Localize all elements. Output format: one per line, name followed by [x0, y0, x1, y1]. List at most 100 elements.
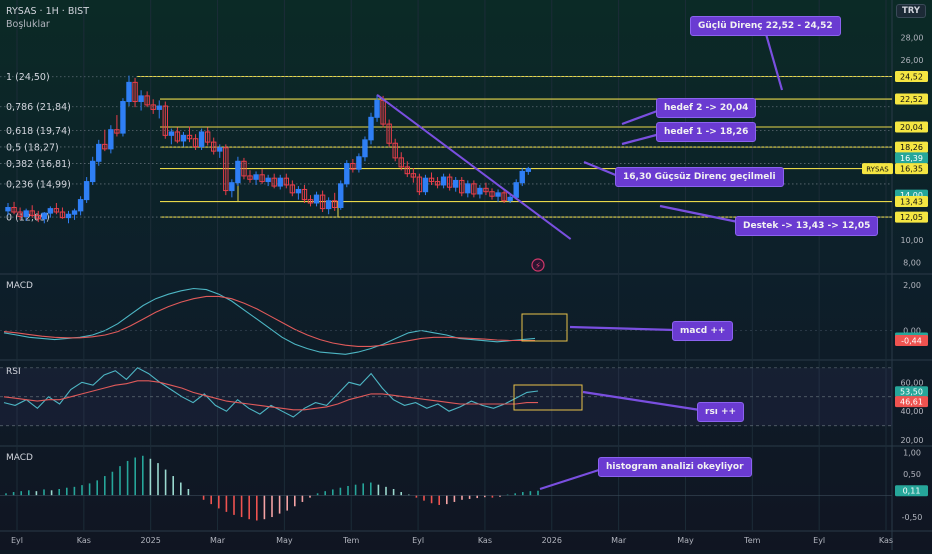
annotation-target-1: hedef 1 -> 18,26 [656, 122, 757, 142]
candle-body [422, 177, 429, 193]
candle [471, 180, 477, 198]
candle [247, 170, 253, 183]
time-label: Eyl [813, 536, 825, 545]
chart-header: RYSAS · 1H · BIST Boşluklar [6, 5, 89, 31]
time-label: Eyl [412, 536, 424, 545]
candle [59, 207, 66, 219]
candle-body [77, 199, 84, 212]
candle [96, 139, 102, 166]
candle [102, 129, 108, 152]
time-label: Eyl [11, 536, 23, 545]
annotation-arrow [583, 160, 619, 178]
candle [325, 197, 332, 215]
price-tick-label: 10,00 [901, 236, 924, 245]
candle-body [150, 104, 156, 110]
candle-body [235, 160, 241, 184]
candle-body [319, 194, 326, 210]
time-axis[interactable]: Eyl Kas 2025 Mar May Tem Eyl Kas 2026 Mar May Tem Ey… [11, 536, 893, 545]
price-tag-label: 14,00 [900, 191, 923, 200]
event-marker-glyph: ⚡ [535, 262, 541, 272]
candle [126, 75, 132, 107]
time-label: Kas [77, 536, 91, 545]
candle [23, 208, 29, 222]
candle-body [398, 157, 404, 168]
candle [313, 191, 320, 207]
histogram-pane[interactable]: MACD [0, 453, 892, 521]
price-tag [895, 93, 928, 105]
price-tag [895, 71, 928, 83]
annotation-arrow [621, 132, 661, 146]
annotation-arrows [539, 33, 784, 491]
candle [83, 177, 90, 203]
candle-body [71, 210, 78, 215]
candle [295, 186, 302, 200]
time-label: Tem [342, 536, 359, 545]
candle-body [350, 163, 356, 170]
annotation-rsi: rsı ++ [697, 402, 745, 422]
candle [386, 119, 392, 147]
candle [446, 173, 453, 191]
price-tag [895, 211, 928, 223]
candle-body [477, 187, 483, 195]
price-tag [895, 121, 928, 133]
macd-series-1 [3, 295, 535, 347]
candle [392, 138, 398, 162]
candle-body [168, 131, 175, 136]
candle [217, 144, 223, 158]
candle [186, 126, 193, 143]
currency-badge[interactable]: TRY [895, 4, 926, 18]
price-pane[interactable]: 1 (24,50) 0,786 (21,84) 0,618 (19,74) 0,5 (… [0, 72, 892, 272]
indicator-label[interactable]: Boşluklar [6, 19, 50, 30]
rsi-pane[interactable]: RSI [0, 367, 892, 427]
candle [53, 202, 60, 215]
candle-body [162, 105, 169, 136]
fib-level-label: 1 (24,50) [6, 72, 50, 83]
candle [65, 210, 72, 224]
macd-value-tag [895, 334, 928, 346]
candle-body [83, 181, 90, 201]
candle [483, 182, 489, 196]
candle [465, 180, 471, 198]
annotation-target-2: hedef 2 -> 20,04 [656, 98, 757, 118]
candle [453, 177, 459, 192]
annotation-support: Destek -> 13,43 -> 12,05 [735, 216, 879, 236]
candle-body [416, 176, 423, 193]
candle [368, 112, 374, 145]
candle [174, 127, 181, 144]
candle-body [356, 156, 362, 170]
candle [507, 195, 513, 203]
time-label: Kas [879, 536, 893, 545]
symbol-tag-label: RYSAS [866, 166, 889, 174]
candle [398, 152, 404, 171]
symbol-tag [862, 163, 893, 175]
candle [120, 98, 126, 137]
candle [501, 190, 507, 203]
candle-body [313, 194, 320, 204]
time-label: 2025 [141, 536, 161, 545]
fib-level-label: 0,382 (16,81) [6, 159, 71, 170]
candle [338, 180, 344, 210]
candle-body [53, 208, 60, 213]
candle-body [277, 177, 283, 187]
histogram-tick-label: -0,50 [902, 513, 923, 522]
macd-pane[interactable]: MACD [0, 281, 892, 355]
annotation-arrow [569, 325, 675, 332]
candle-body [325, 200, 332, 210]
candle [440, 173, 447, 189]
candle [271, 173, 277, 189]
candle-body [192, 138, 199, 148]
candle-body [289, 184, 296, 194]
symbol-title[interactable]: RYSAS · 1H · BIST [6, 6, 89, 17]
candle-body [338, 183, 344, 208]
candle [211, 137, 217, 155]
candle [138, 90, 144, 111]
candle-body [5, 206, 11, 212]
candle-body [90, 160, 96, 183]
price-axis[interactable]: 28,00 26,00 10,00 8,00 24,52 22,52 20,04 18,26 1… [862, 33, 928, 522]
candle [404, 161, 411, 178]
candle-body [271, 177, 277, 187]
price-tag-label: 18,26 [900, 143, 923, 152]
candle-body [410, 173, 417, 178]
time-label: Kas [478, 536, 492, 545]
